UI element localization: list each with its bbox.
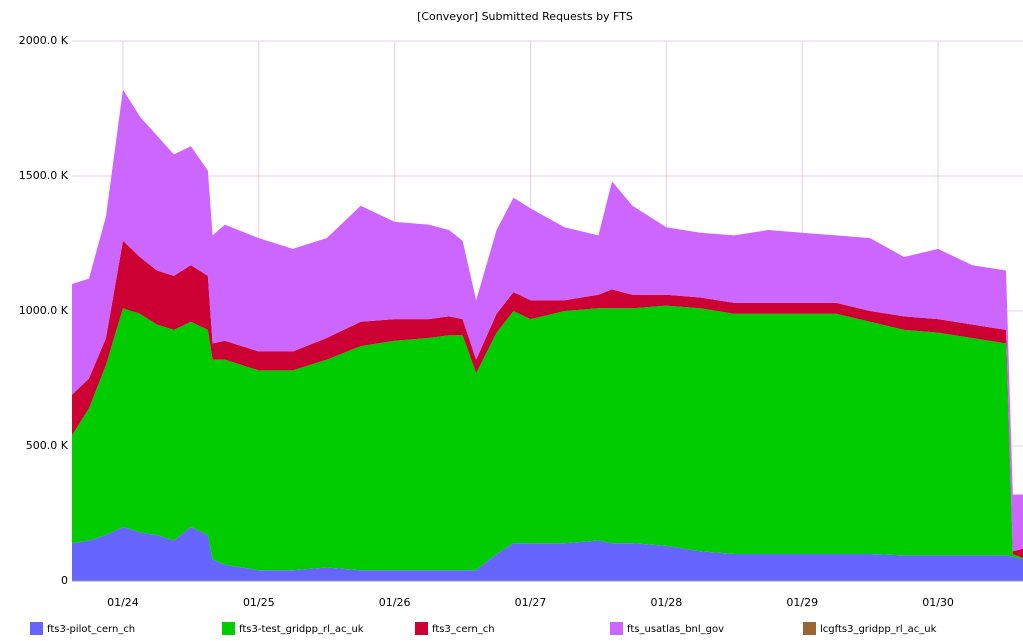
area xyxy=(72,240,1023,559)
legend-swatch xyxy=(30,622,43,635)
legend-label: fts3-pilot_cern_ch xyxy=(47,624,135,635)
area xyxy=(72,305,1023,571)
x-tick-label: 01/30 xyxy=(922,596,954,609)
legend-swatch xyxy=(610,622,623,635)
y-tick-label: 1500.0 K xyxy=(19,169,69,182)
legend-swatch xyxy=(222,622,235,635)
legend-swatch xyxy=(415,622,428,635)
y-tick-label: 0 xyxy=(61,574,68,587)
legend-label: fts3_cern_ch xyxy=(432,624,495,635)
x-tick-label: 01/24 xyxy=(107,596,139,609)
x-tick-label: 01/25 xyxy=(243,596,275,609)
x-tick-label: 01/27 xyxy=(515,596,547,609)
legend-label: lcgfts3_gridpp_rl_ac_uk xyxy=(820,624,937,635)
x-tick-label: 01/26 xyxy=(379,596,411,609)
area xyxy=(72,527,1023,581)
legend-label: fts3-test_gridpp_rl_ac_uk xyxy=(239,624,364,635)
y-tick-label: 500.0 K xyxy=(26,439,69,452)
x-tick-label: 01/28 xyxy=(651,596,683,609)
legend-swatch xyxy=(803,622,816,635)
legend-label: fts_usatlas_bnl_gov xyxy=(627,624,724,635)
area xyxy=(72,89,1023,552)
x-tick-label: 01/29 xyxy=(786,596,818,609)
y-tick-label: 1000.0 K xyxy=(19,304,69,317)
y-tick-label: 2000.0 K xyxy=(19,34,69,47)
chart-title: [Conveyor] Submitted Requests by FTS xyxy=(417,10,633,23)
